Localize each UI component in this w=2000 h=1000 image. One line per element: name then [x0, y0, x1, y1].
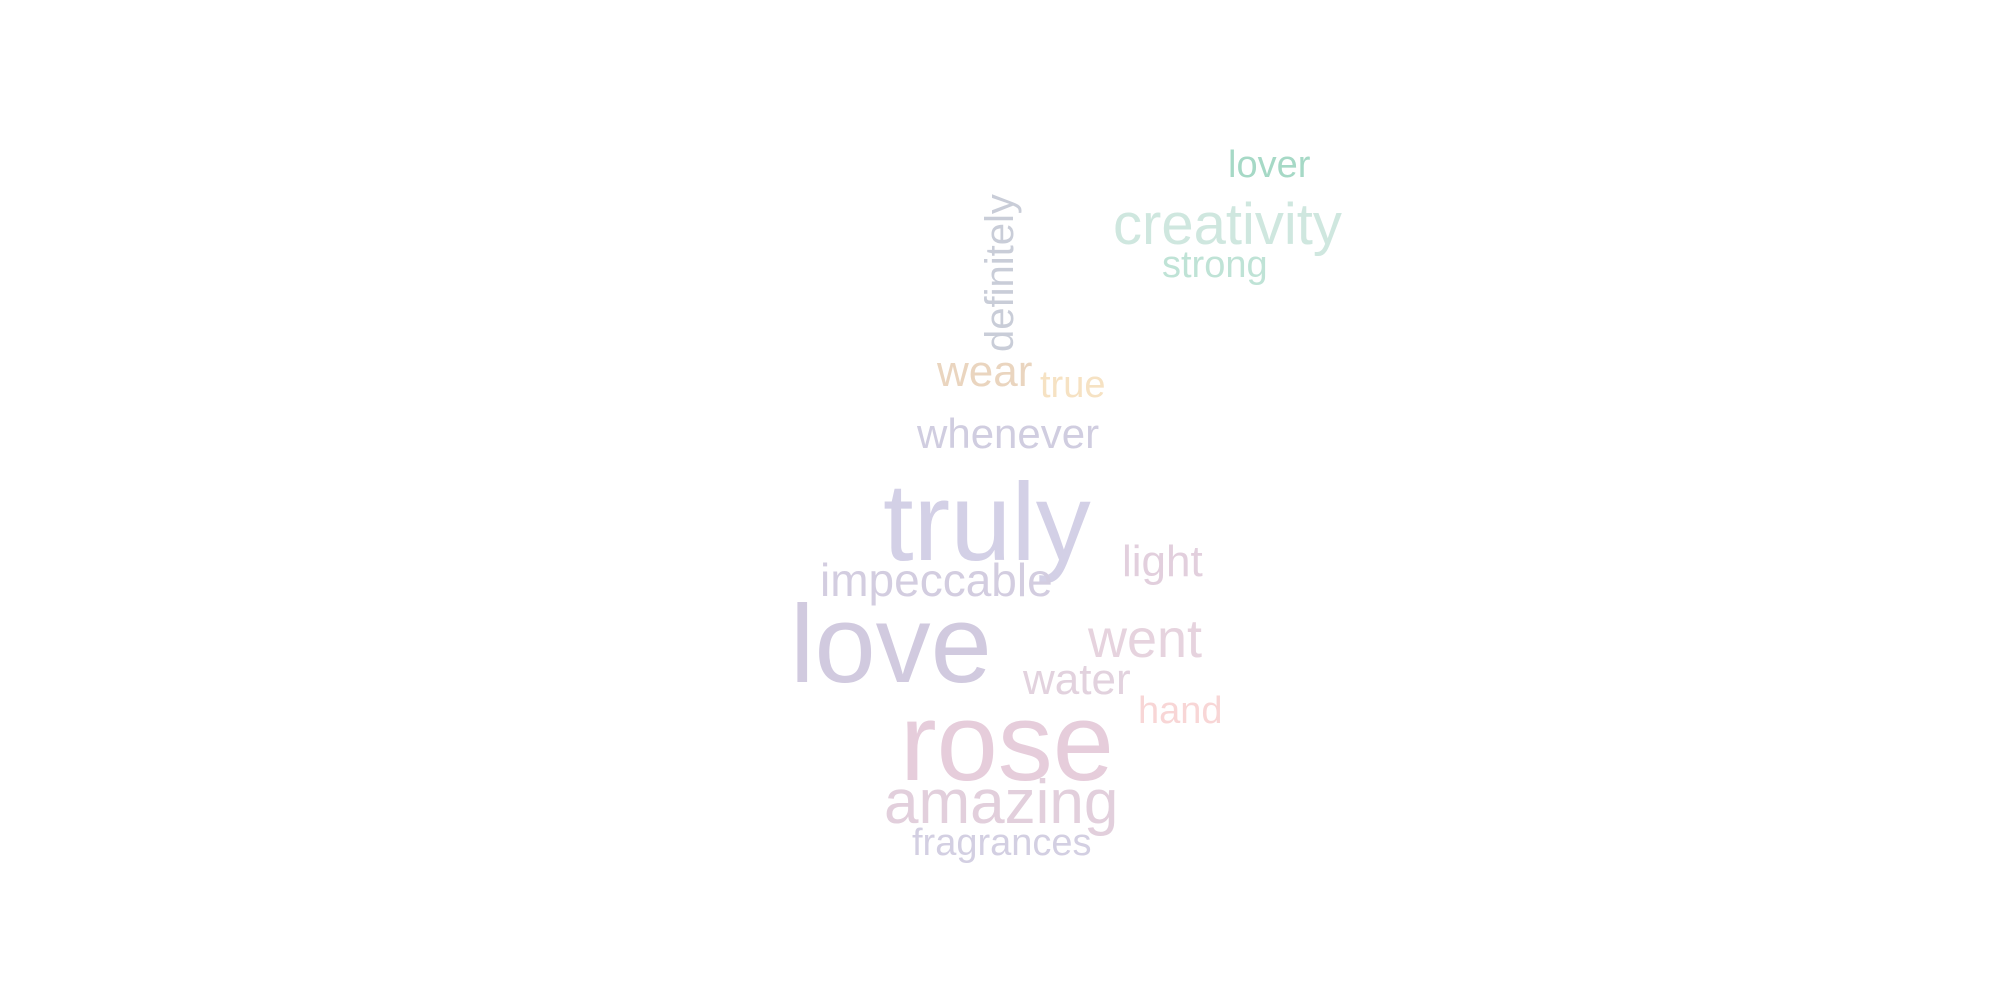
word-love: love: [790, 583, 992, 706]
word-true: true: [1040, 364, 1106, 406]
word-truly: truly: [883, 461, 1091, 584]
word-impeccable: impeccable: [820, 554, 1053, 606]
word-whenever: whenever: [917, 410, 1100, 457]
word-strong: strong: [1162, 244, 1268, 286]
word-hand: hand: [1138, 690, 1223, 732]
word-rose: rose: [900, 681, 1114, 804]
word-amazing: amazing: [884, 768, 1119, 837]
word-water: water: [1023, 655, 1131, 704]
word-definitely: definitely: [978, 194, 1022, 352]
word-lover: lover: [1228, 144, 1311, 186]
word-wear: wear: [937, 347, 1033, 396]
word-light: light: [1122, 537, 1203, 586]
word-creativity: creativity: [1113, 192, 1342, 257]
word-fragrances: fragrances: [912, 822, 1092, 864]
word-went: went: [1088, 609, 1203, 669]
